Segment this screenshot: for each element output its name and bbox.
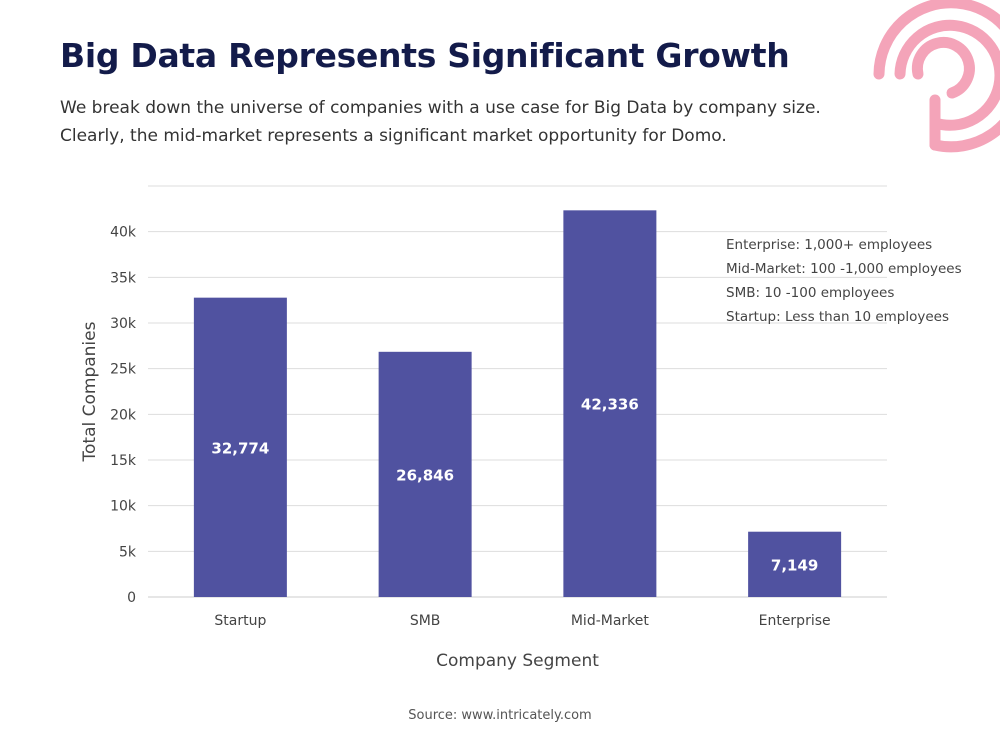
y-tick-label: 20k — [110, 407, 137, 423]
segment-definition: Startup: Less than 10 employees — [726, 309, 950, 325]
bar-value-label: 42,336 — [581, 396, 639, 414]
page-subtitle: We break down the universe of companies … — [60, 98, 821, 146]
bar — [378, 351, 472, 597]
source-note: Source: www.intricately.com — [408, 708, 592, 723]
x-tick-label: Startup — [214, 613, 266, 629]
y-tick-label: 5k — [119, 544, 137, 560]
x-tick-label: Mid-Market — [571, 613, 650, 629]
bar-value-label: 7,149 — [771, 556, 818, 574]
bar — [748, 531, 842, 597]
logo-icon — [873, 0, 1000, 153]
segment-definition: Enterprise: 1,000+ employees — [726, 237, 933, 253]
bar — [193, 297, 287, 597]
segment-definition: SMB: 10 -100 employees — [726, 285, 895, 301]
y-axis-title: Total Companies — [80, 321, 100, 462]
bar-value-label: 32,774 — [211, 439, 269, 457]
segment-definitions: Enterprise: 1,000+ employees Mid-Market:… — [726, 233, 962, 329]
x-tick-label: SMB — [410, 613, 441, 629]
y-tick-label: 10k — [110, 499, 137, 515]
y-tick-label: 0 — [127, 590, 136, 606]
y-tick-label: 30k — [110, 316, 137, 332]
x-axis-title: Company Segment — [436, 651, 599, 671]
bar — [563, 210, 657, 597]
y-tick-label: 15k — [110, 453, 137, 469]
y-tick-label: 40k — [110, 225, 137, 241]
page-title: Big Data Represents Significant Growth — [60, 36, 790, 75]
bar-value-label: 26,846 — [396, 466, 454, 484]
y-tick-label: 35k — [110, 270, 137, 286]
x-tick-label: Enterprise — [759, 613, 831, 629]
y-tick-label: 25k — [110, 362, 137, 378]
segment-definition: Mid-Market: 100 -1,000 employees — [726, 261, 962, 277]
